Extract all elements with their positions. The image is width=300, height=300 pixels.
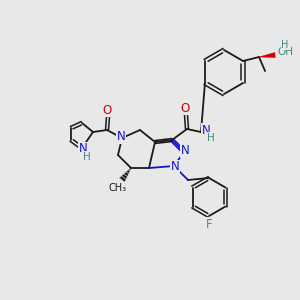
Text: H: H <box>207 133 215 143</box>
Text: N: N <box>117 130 125 143</box>
Text: H: H <box>83 152 91 162</box>
Text: N: N <box>171 160 179 173</box>
Text: O: O <box>180 101 190 115</box>
Text: F: F <box>206 218 212 230</box>
Polygon shape <box>120 168 131 182</box>
Polygon shape <box>259 52 275 58</box>
Text: N: N <box>79 142 87 155</box>
Text: H: H <box>281 40 289 50</box>
Text: N: N <box>181 145 189 158</box>
Text: OH: OH <box>277 47 293 57</box>
Text: N: N <box>202 124 210 136</box>
Text: CH₃: CH₃ <box>109 183 127 193</box>
Text: O: O <box>102 103 112 116</box>
